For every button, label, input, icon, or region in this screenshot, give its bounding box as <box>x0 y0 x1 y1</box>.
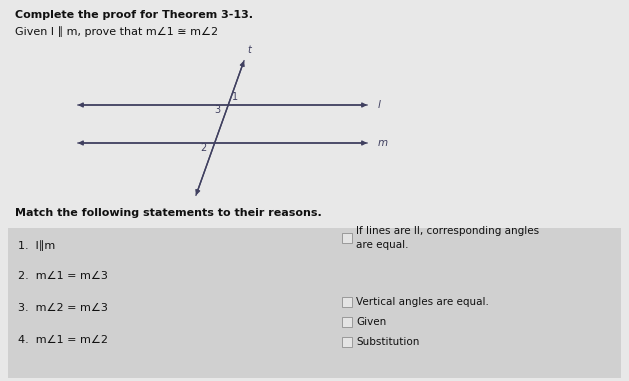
Text: Given: Given <box>356 317 386 327</box>
Text: 1.  l∥m: 1. l∥m <box>18 240 55 251</box>
Text: t: t <box>247 45 251 55</box>
Text: Substitution: Substitution <box>356 337 420 347</box>
Text: Match the following statements to their reasons.: Match the following statements to their … <box>15 208 322 218</box>
Text: 2: 2 <box>201 143 207 153</box>
Text: 3: 3 <box>214 105 220 115</box>
Bar <box>342 297 352 307</box>
Text: Vertical angles are equal.: Vertical angles are equal. <box>356 297 489 307</box>
Text: Complete the proof for Theorem 3-13.: Complete the proof for Theorem 3-13. <box>15 10 253 20</box>
Text: If lines are ll, corresponding angles
are equal.: If lines are ll, corresponding angles ar… <box>356 226 539 250</box>
Text: m: m <box>378 138 388 148</box>
Text: 2.  m∠1 = m∠3: 2. m∠1 = m∠3 <box>18 271 108 281</box>
Text: l: l <box>378 100 381 110</box>
Text: Given l ∥ m, prove that m∠1 ≅ m∠2: Given l ∥ m, prove that m∠1 ≅ m∠2 <box>15 26 218 37</box>
Bar <box>342 337 352 347</box>
Text: 4.  m∠1 = m∠2: 4. m∠1 = m∠2 <box>18 335 108 345</box>
Text: 3.  m∠2 = m∠3: 3. m∠2 = m∠3 <box>18 303 108 313</box>
Text: 1: 1 <box>232 92 238 102</box>
Bar <box>342 317 352 327</box>
Bar <box>342 233 352 243</box>
FancyBboxPatch shape <box>8 228 621 378</box>
